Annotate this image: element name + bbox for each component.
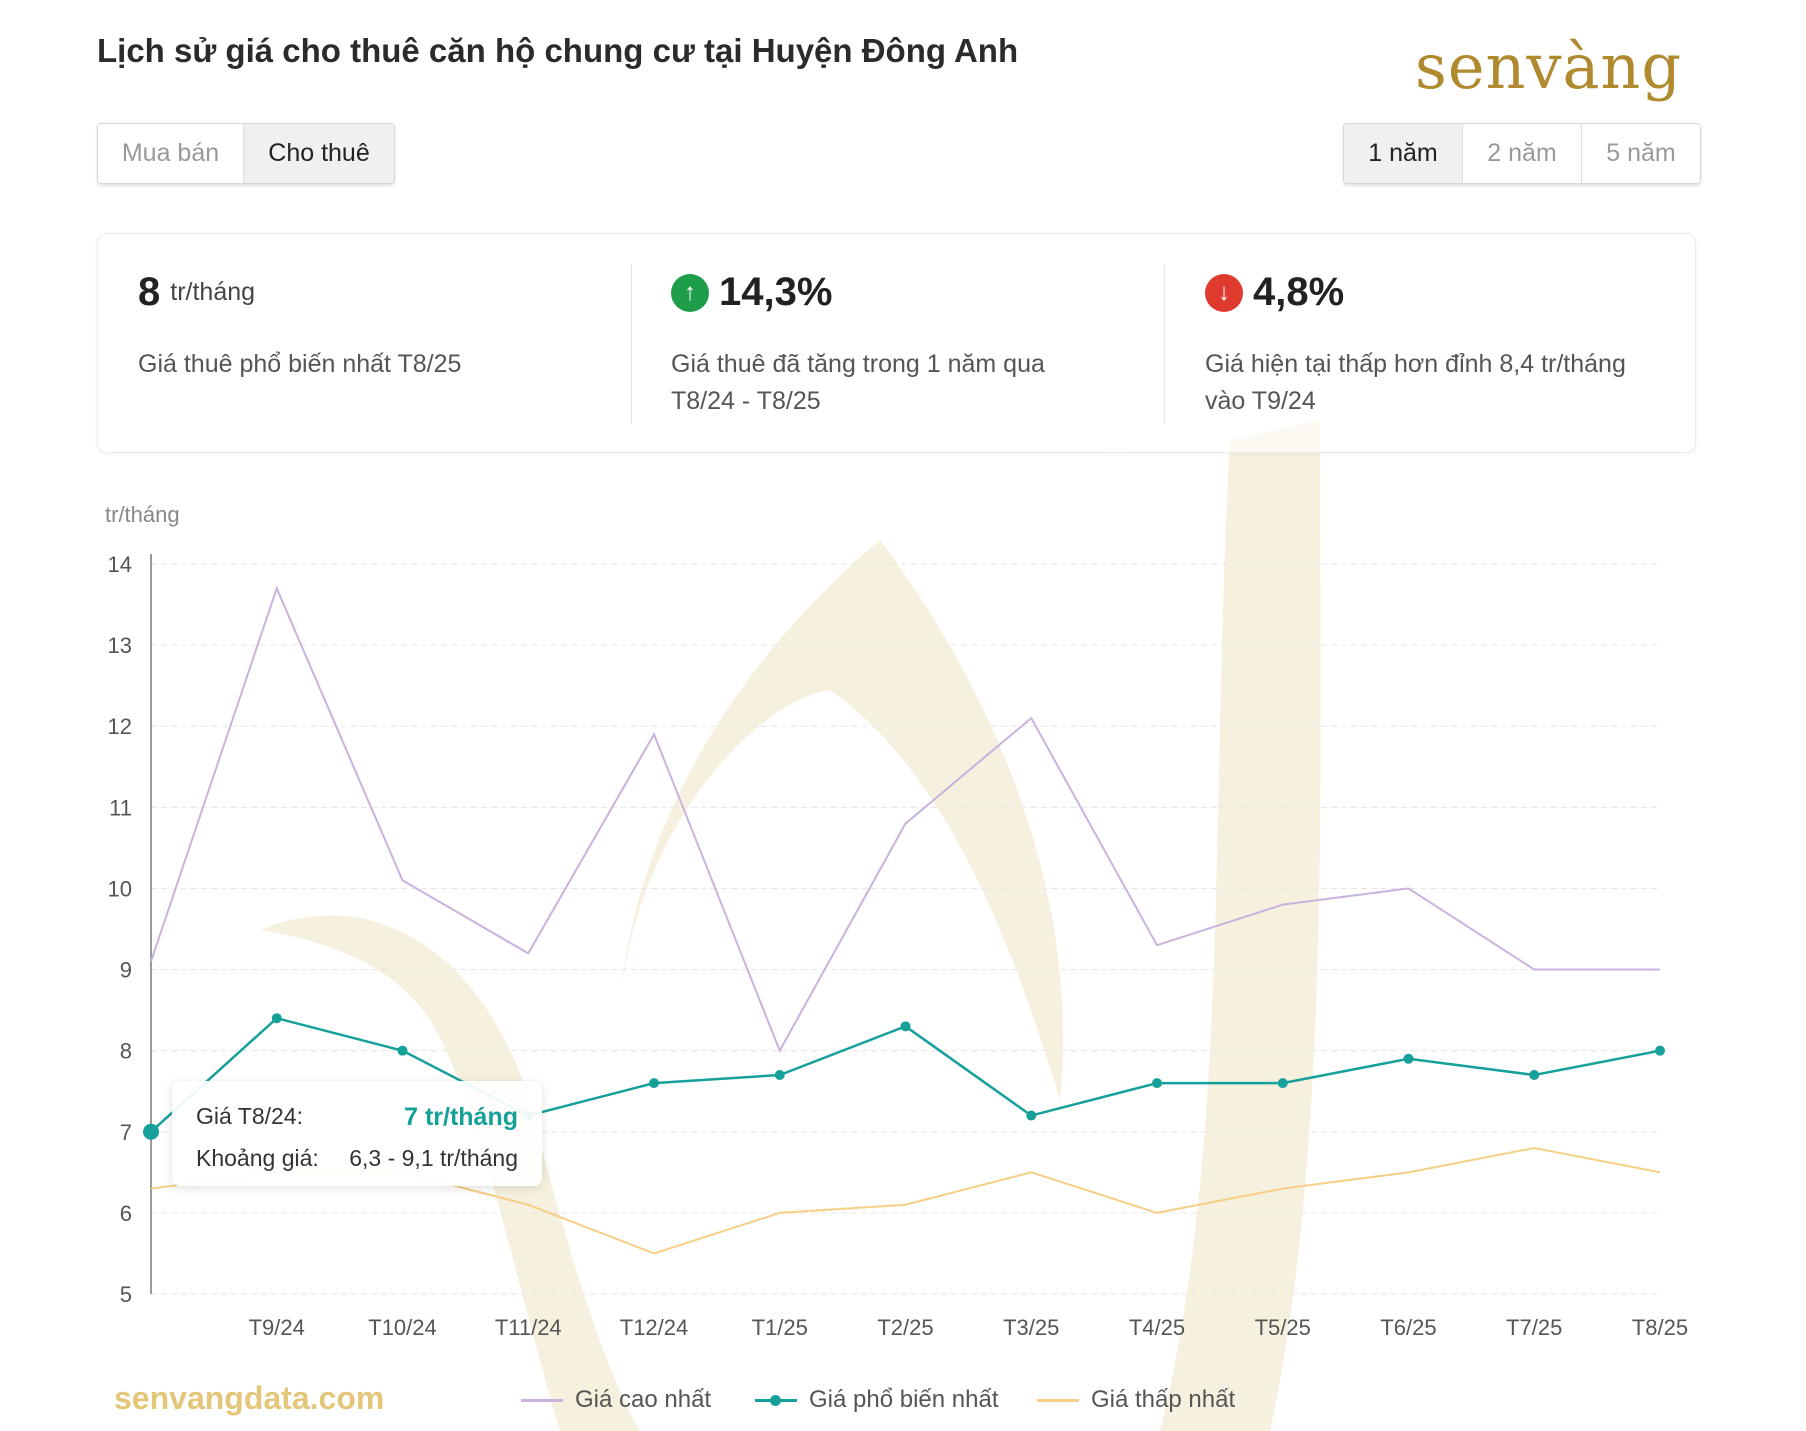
y-tick-label: 7 [120, 1120, 132, 1145]
arrow-up-icon: ↑ [671, 273, 709, 312]
type-toggle: Mua bán Cho thuê [97, 123, 395, 184]
x-tick-label: T7/25 [1506, 1315, 1562, 1340]
stat-unit: tr/tháng [170, 278, 256, 306]
x-tick-label: T5/25 [1255, 1315, 1311, 1340]
stat-value-row: ↓ 4,8% [1205, 270, 1344, 315]
tooltip-label-price: Giá T8/24: [196, 1103, 303, 1129]
tab-2-nam[interactable]: 2 năm [1463, 124, 1582, 183]
tab-5-nam[interactable]: 5 năm [1582, 124, 1700, 183]
data-point [1152, 1078, 1162, 1089]
page-title: Lịch sử giá cho thuê căn hộ chung cư tại… [97, 32, 1019, 69]
stat-desc-line1: Giá hiện tại thấp hơn đỉnh 8,4 tr/tháng [1205, 350, 1626, 378]
legend-label: Giá phổ biến nhất [809, 1386, 999, 1413]
y-tick-label: 6 [120, 1201, 132, 1226]
stat-value: 14,3% [719, 270, 833, 314]
site-watermark: senvangdata.com [114, 1380, 385, 1416]
data-point [1403, 1053, 1414, 1064]
divider [631, 264, 632, 424]
x-tick-label: T9/24 [249, 1315, 305, 1340]
y-tick-label: 9 [120, 958, 132, 983]
stat-desc-line2: vào T9/24 [1205, 387, 1316, 415]
x-tick-label: T2/25 [877, 1315, 933, 1340]
data-point [1655, 1045, 1665, 1056]
x-tick-label: T10/24 [368, 1315, 437, 1340]
y-tick-label: 13 [108, 633, 132, 658]
data-point [649, 1078, 659, 1089]
stat-desc-line1: Giá thuê đã tăng trong 1 năm qua [671, 350, 1045, 378]
data-point [1529, 1070, 1540, 1080]
legend-swatch [1037, 1398, 1079, 1402]
chart-tooltip: Giá T8/24: 7 tr/tháng Khoảng giá: 6,3 - 9,… [172, 1081, 542, 1186]
x-tick-label: T12/24 [620, 1315, 689, 1340]
data-point [397, 1045, 408, 1056]
x-tick-label: T8/25 [1632, 1315, 1688, 1340]
legend-label: Giá thấp nhất [1091, 1386, 1236, 1413]
senvang-logo: senvàng [1415, 30, 1683, 103]
x-tick-label: T4/25 [1129, 1315, 1185, 1340]
x-tick-label: T6/25 [1380, 1315, 1436, 1340]
stat-desc: Giá thuê đã tăng trong 1 năm qua T8/24 - … [671, 346, 1131, 420]
stat-value: 8 [138, 270, 161, 314]
tab-cho-thue[interactable]: Cho thuê [244, 124, 394, 183]
tab-mua-ban[interactable]: Mua bán [98, 124, 244, 183]
tooltip-label-range: Khoảng giá: [196, 1145, 319, 1171]
tooltip-value-range: 6,3 - 9,1 tr/tháng [349, 1145, 518, 1171]
price-line-chart: tr/tháng 5 6 7 8 9 10 11 12 13 14 T9/24 T10/24 T11/24… [105, 502, 1688, 1340]
data-point [271, 1013, 282, 1024]
data-point [143, 1123, 159, 1140]
arrow-down-icon: ↓ [1205, 273, 1243, 312]
legend-item-low[interactable]: Giá thấp nhất [1037, 1386, 1235, 1414]
legend-swatch [521, 1398, 563, 1402]
stat-value-row: 8 tr/tháng [138, 270, 255, 315]
series-line-giá-cao-nhất [150, 585, 1660, 1053]
data-point [900, 1021, 911, 1032]
data-point [1026, 1110, 1037, 1121]
y-tick-label: 14 [108, 552, 132, 577]
x-tick-label: T1/25 [752, 1315, 808, 1340]
legend-item-popular[interactable]: Giá phổ biến nhất [755, 1386, 998, 1414]
y-tick-label: 12 [108, 714, 132, 739]
tooltip-value-price: 7 tr/tháng [404, 1103, 518, 1131]
x-tick-label: T11/24 [495, 1315, 562, 1340]
x-tick-label: T3/25 [1003, 1315, 1059, 1340]
legend-swatch [755, 1394, 797, 1406]
data-point [1277, 1078, 1288, 1089]
y-tick-label: 11 [109, 795, 132, 820]
stat-desc: Giá hiện tại thấp hơn đỉnh 8,4 tr/tháng v… [1205, 346, 1665, 420]
data-point [774, 1070, 785, 1080]
stat-desc-line2: T8/24 - T8/25 [671, 387, 821, 415]
range-toggle: 1 năm 2 năm 5 năm [1343, 123, 1701, 184]
stat-value: 4,8% [1253, 270, 1345, 314]
divider [1164, 264, 1165, 424]
legend-item-high[interactable]: Giá cao nhất [521, 1386, 711, 1414]
legend-label: Giá cao nhất [575, 1386, 712, 1413]
y-tick-label: 8 [120, 1039, 132, 1064]
stat-value-row: ↑ 14,3% [671, 270, 832, 315]
stat-desc: Giá thuê phổ biến nhất T8/25 [138, 350, 462, 378]
stats-card: 8 tr/tháng Giá thuê phổ biến nhất T8/25 ↑… [97, 233, 1696, 453]
y-tick-label: 10 [108, 876, 132, 901]
y-tick-label: 5 [120, 1282, 132, 1307]
tab-1-nam[interactable]: 1 năm [1344, 124, 1463, 183]
y-axis-label: tr/tháng [105, 502, 180, 527]
